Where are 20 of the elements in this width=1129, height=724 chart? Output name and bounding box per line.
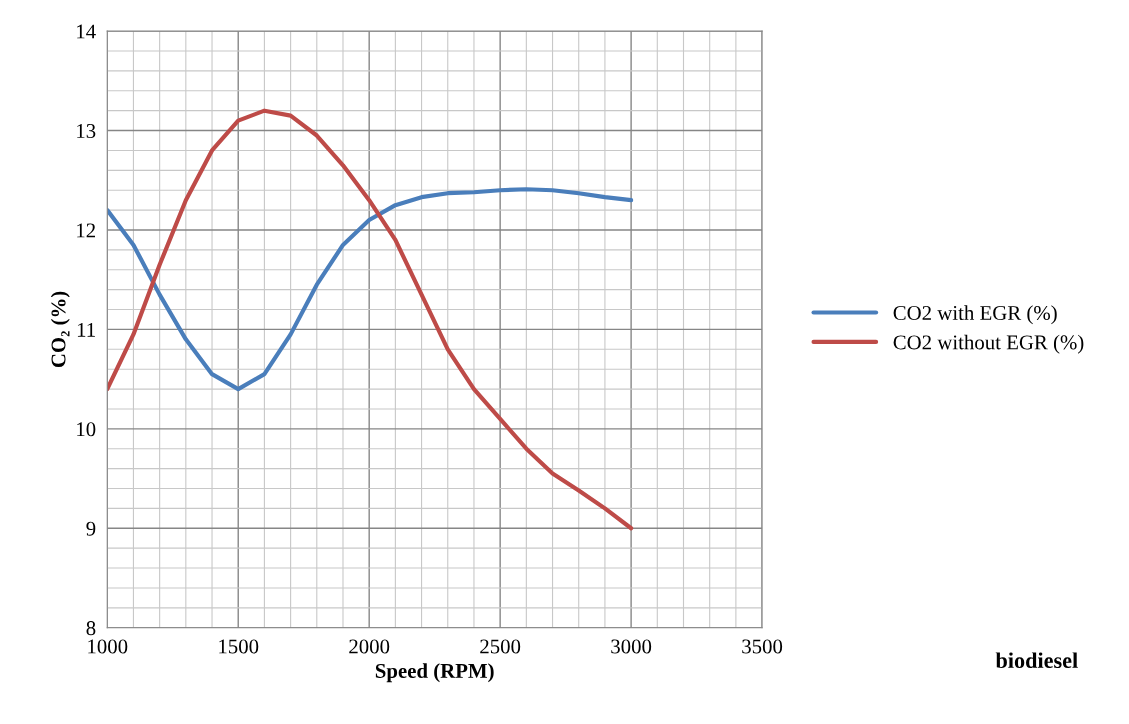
x-tick-label: 3500 xyxy=(742,639,783,654)
line-series xyxy=(107,108,634,531)
y-tick-label: 10 xyxy=(77,422,96,437)
x-tick-label: 1500 xyxy=(219,639,259,654)
x-tick-label: 1000 xyxy=(88,639,128,654)
y-axis-title: CO₂ (%) xyxy=(50,291,70,368)
x-axis-title: Speed (RPM) xyxy=(375,663,494,683)
x-tick-label: 2500 xyxy=(480,639,521,654)
x-tick-label: 3000 xyxy=(611,639,652,654)
y-tick-label: 11 xyxy=(77,322,95,337)
y-tick-label: 13 xyxy=(77,123,96,138)
y-tick-label: 14 xyxy=(77,24,96,39)
legend-label: CO2 with EGR (%) xyxy=(893,305,1057,325)
x-tick-label: 2000 xyxy=(349,639,390,654)
legend-label: CO2 without EGR (%) xyxy=(893,334,1084,354)
text: biodiesel xyxy=(995,652,1078,669)
y-tick-label: 12 xyxy=(77,223,95,238)
y-tick-label: 9 xyxy=(86,521,96,536)
line-series xyxy=(107,187,634,392)
y-tick-label: 8 xyxy=(86,621,96,636)
